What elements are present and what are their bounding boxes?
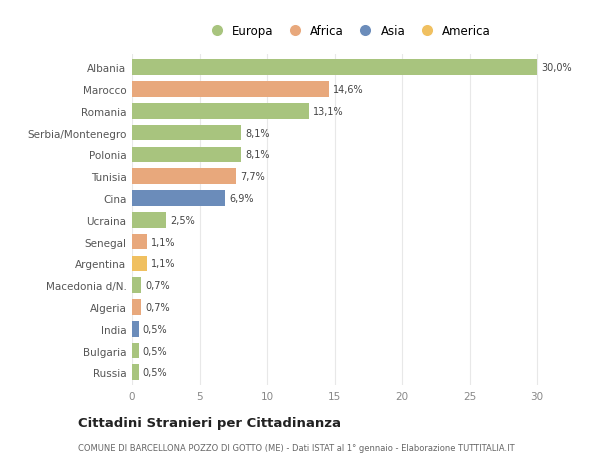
Bar	[132, 343, 139, 358]
Text: 7,7%: 7,7%	[240, 172, 265, 182]
Bar	[132, 60, 537, 76]
Bar	[132, 191, 225, 207]
Text: 8,1%: 8,1%	[245, 129, 270, 138]
Text: Cittadini Stranieri per Cittadinanza: Cittadini Stranieri per Cittadinanza	[78, 416, 341, 429]
Text: 13,1%: 13,1%	[313, 106, 344, 117]
Legend: Europa, Africa, Asia, America: Europa, Africa, Asia, America	[202, 21, 494, 41]
Text: 1,1%: 1,1%	[151, 259, 175, 269]
Text: 14,6%: 14,6%	[333, 85, 364, 95]
Text: COMUNE DI BARCELLONA POZZO DI GOTTO (ME) - Dati ISTAT al 1° gennaio - Elaborazio: COMUNE DI BARCELLONA POZZO DI GOTTO (ME)…	[78, 443, 515, 452]
Text: 2,5%: 2,5%	[170, 215, 194, 225]
Bar	[132, 104, 309, 119]
Text: 0,5%: 0,5%	[143, 324, 167, 334]
Text: 1,1%: 1,1%	[151, 237, 175, 247]
Bar	[132, 278, 142, 293]
Bar	[132, 256, 147, 272]
Bar	[132, 365, 139, 381]
Text: 0,7%: 0,7%	[146, 280, 170, 291]
Text: 0,5%: 0,5%	[143, 368, 167, 377]
Bar	[132, 82, 329, 98]
Bar	[132, 213, 166, 228]
Text: 8,1%: 8,1%	[245, 150, 270, 160]
Text: 6,9%: 6,9%	[229, 194, 254, 204]
Bar	[132, 125, 241, 141]
Bar	[132, 147, 241, 163]
Text: 0,5%: 0,5%	[143, 346, 167, 356]
Bar	[132, 234, 147, 250]
Text: 30,0%: 30,0%	[541, 63, 572, 73]
Bar	[132, 321, 139, 337]
Bar	[132, 299, 142, 315]
Bar	[132, 169, 236, 185]
Text: 0,7%: 0,7%	[146, 302, 170, 312]
